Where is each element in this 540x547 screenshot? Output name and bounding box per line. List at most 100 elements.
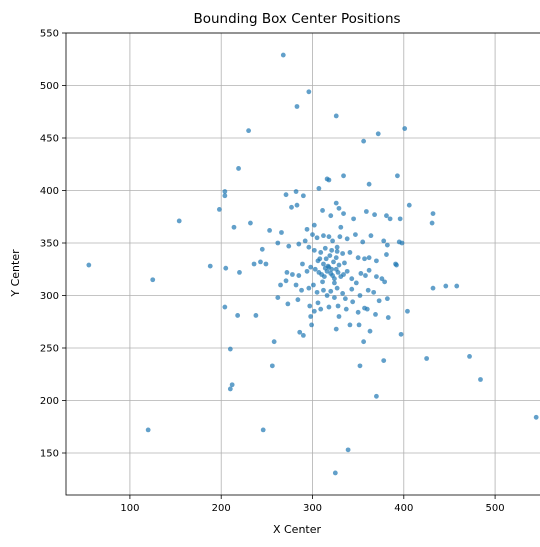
data-point	[315, 300, 321, 306]
data-point	[320, 279, 325, 285]
data-point	[306, 89, 312, 95]
data-point	[299, 287, 304, 293]
data-point	[285, 301, 291, 307]
data-point	[350, 299, 356, 305]
data-point	[384, 296, 390, 302]
data-point	[338, 224, 344, 230]
data-point	[300, 333, 306, 338]
y-tick-label: 250	[40, 344, 59, 355]
data-point	[443, 283, 449, 289]
data-point	[284, 270, 290, 275]
data-point	[314, 235, 320, 241]
data-point	[248, 220, 253, 226]
data-point	[311, 222, 317, 228]
data-point	[296, 273, 302, 278]
data-point	[364, 306, 370, 312]
data-point	[321, 261, 326, 267]
data-point	[355, 255, 361, 261]
data-point	[335, 303, 341, 309]
data-point	[533, 414, 539, 420]
data-point	[320, 208, 325, 213]
data-point	[355, 309, 361, 315]
data-point	[381, 358, 387, 363]
y-axis-label: Y Center	[9, 249, 22, 298]
data-point	[321, 233, 326, 239]
x-tick-label: 500	[486, 503, 505, 514]
data-point	[297, 329, 303, 335]
data-point	[349, 286, 355, 292]
data-point	[311, 282, 316, 288]
data-point	[222, 189, 228, 194]
data-point	[379, 276, 385, 282]
data-point	[304, 226, 310, 232]
data-point	[394, 262, 399, 268]
data-point	[329, 266, 335, 272]
data-point	[361, 339, 367, 345]
data-point	[259, 246, 265, 252]
data-point	[366, 255, 372, 261]
y-tick-label: 500	[40, 81, 59, 92]
data-point	[289, 204, 294, 210]
data-point	[336, 314, 342, 319]
data-point	[311, 308, 317, 314]
data-point	[332, 470, 338, 476]
data-point	[376, 298, 382, 304]
data-point	[384, 252, 389, 257]
data-point	[402, 126, 408, 131]
data-point	[283, 278, 289, 284]
data-point	[333, 113, 339, 119]
data-point	[216, 207, 222, 212]
data-point	[430, 211, 436, 217]
data-point	[406, 202, 412, 208]
data-point	[312, 266, 318, 272]
data-point	[310, 232, 315, 238]
data-point	[430, 285, 436, 291]
data-point	[294, 104, 300, 109]
data-point	[328, 288, 334, 294]
data-point	[326, 177, 332, 183]
x-tick-label: 100	[120, 503, 139, 514]
data-point	[307, 303, 313, 309]
data-point	[373, 312, 378, 317]
data-point	[275, 240, 281, 246]
data-point	[332, 295, 337, 300]
data-point	[397, 216, 403, 222]
data-point	[231, 224, 237, 230]
data-point	[321, 287, 326, 293]
data-point	[300, 193, 306, 199]
data-point	[326, 234, 332, 240]
data-point	[368, 233, 374, 239]
y-tick-label: 550	[40, 29, 59, 40]
x-tick-label: 400	[394, 503, 413, 514]
data-point	[302, 238, 308, 244]
y-tick-label: 450	[40, 134, 59, 145]
data-point	[424, 356, 430, 361]
data-point	[333, 255, 339, 261]
data-point	[294, 202, 300, 208]
data-point	[342, 260, 347, 266]
data-point	[269, 363, 275, 369]
data-point	[308, 314, 314, 319]
data-point	[384, 213, 389, 219]
data-point	[246, 128, 251, 134]
data-point	[347, 250, 353, 255]
data-point	[283, 192, 289, 198]
data-point	[353, 280, 359, 286]
data-point	[374, 258, 379, 264]
data-point	[337, 234, 343, 240]
data-point	[395, 173, 400, 179]
data-point	[429, 220, 435, 226]
data-point	[332, 280, 337, 286]
data-point	[306, 244, 312, 250]
data-point	[306, 285, 312, 291]
data-point	[341, 173, 346, 179]
data-point	[323, 256, 329, 262]
data-point	[322, 245, 328, 251]
data-point	[327, 253, 333, 258]
data-point	[251, 261, 257, 267]
data-point	[304, 268, 310, 274]
y-tick-label: 150	[40, 449, 59, 460]
data-point	[343, 306, 349, 312]
data-point	[331, 259, 336, 265]
